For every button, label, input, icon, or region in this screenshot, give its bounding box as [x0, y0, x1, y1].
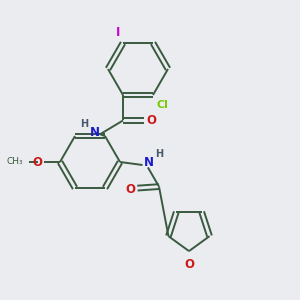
Text: N: N: [90, 126, 100, 139]
Text: N: N: [144, 155, 154, 169]
Text: O: O: [125, 183, 135, 196]
Text: O: O: [184, 258, 194, 271]
Text: O: O: [32, 155, 42, 169]
Text: I: I: [116, 26, 120, 39]
Text: Cl: Cl: [157, 100, 169, 110]
Text: H: H: [155, 148, 163, 159]
Text: H: H: [80, 119, 88, 129]
Text: O: O: [146, 114, 156, 127]
Text: CH₃: CH₃: [7, 158, 23, 166]
